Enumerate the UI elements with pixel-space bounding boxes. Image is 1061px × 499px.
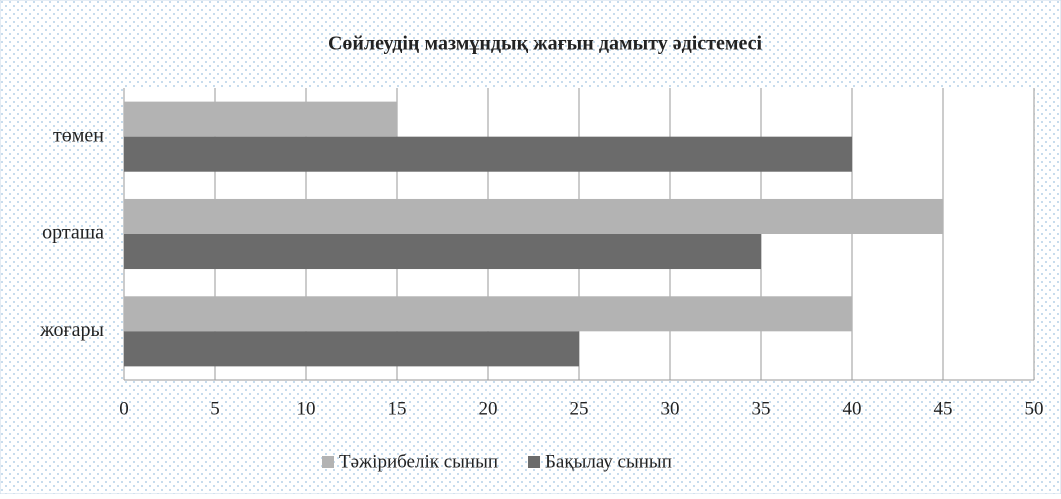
legend-swatch — [528, 456, 541, 468]
y-tick-label: жоғары — [39, 319, 104, 341]
x-tick-label: 30 — [661, 398, 680, 419]
x-tick-label: 45 — [934, 398, 953, 419]
x-tick-label: 5 — [210, 398, 220, 419]
bar — [124, 198, 943, 234]
x-tick-label: 15 — [388, 398, 407, 419]
y-tick-label: орташа — [42, 222, 104, 244]
bar — [124, 136, 852, 172]
chart-title: Сөйлеудің мазмұндық жағын дамыту әдістем… — [328, 33, 763, 55]
bar — [124, 296, 852, 332]
x-tick-label: 0 — [119, 398, 129, 419]
x-tick-label: 50 — [1025, 398, 1044, 419]
x-tick-label: 40 — [843, 398, 862, 419]
bar — [124, 101, 397, 137]
x-tick-label: 25 — [570, 398, 589, 419]
y-tick-label: төмен — [53, 124, 104, 146]
x-tick-label: 35 — [752, 398, 771, 419]
legend-label: Тәжірибелік сынып — [339, 451, 498, 472]
x-tick-label: 20 — [479, 398, 498, 419]
legend-swatch — [322, 456, 334, 468]
x-tick-label: 10 — [297, 398, 316, 419]
bar — [124, 234, 761, 270]
legend-label: Бақылау сынып — [545, 451, 672, 472]
bar — [124, 331, 579, 367]
